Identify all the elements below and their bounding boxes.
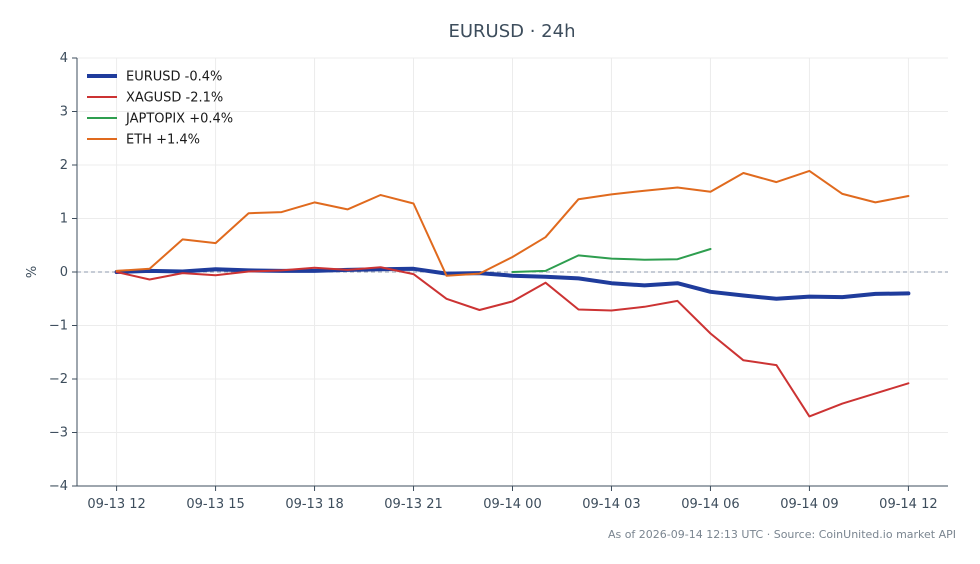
x-tick-label: 09-14 00: [483, 497, 541, 512]
series-line-1: [115, 266, 910, 418]
x-tick-label: 09-14 06: [681, 497, 739, 512]
series-group: [114, 169, 911, 418]
y-tick-label: 4: [60, 51, 68, 66]
legend-label-3: ETH +1.4%: [126, 133, 200, 148]
y-tick-label: −4: [49, 479, 68, 494]
x-tick-label: 09-14 03: [582, 497, 640, 512]
y-tick-label: −2: [49, 372, 68, 387]
legend-label-2: JAPTOPIX +0.4%: [125, 112, 233, 127]
y-axis-ticks: 4 3 2 1 0 −1 −2 −3 −4: [49, 51, 77, 494]
x-tick-label: 09-13 21: [384, 497, 442, 512]
x-tick-label: 09-14 12: [879, 497, 937, 512]
series-line-0: [114, 266, 911, 301]
legend-label-1: XAGUSD -2.1%: [126, 91, 223, 106]
series-line-3: [115, 169, 910, 277]
series-line-2: [511, 248, 712, 273]
legend: EURUSD -0.4% XAGUSD -2.1% JAPTOPIX +0.4% ET…: [87, 70, 233, 148]
y-axis-label: %: [25, 266, 40, 278]
x-tick-label: 09-13 18: [285, 497, 343, 512]
y-tick-label: 1: [60, 212, 68, 227]
x-tick-label: 09-14 09: [780, 497, 838, 512]
y-tick-label: 3: [60, 105, 68, 120]
y-tick-label: 0: [60, 265, 68, 280]
x-tick-label: 09-13 12: [87, 497, 145, 512]
y-tick-label: 2: [60, 158, 68, 173]
x-axis-ticks: 09-13 12 09-13 15 09-13 18 09-13 21 09-14 00…: [87, 486, 938, 512]
chart-title: EURUSD · 24h: [449, 21, 576, 42]
x-tick-label: 09-13 15: [186, 497, 244, 512]
y-tick-label: −1: [49, 319, 68, 334]
footer-source-note: As of 2026-09-14 12:13 UTC · Source: Coi…: [608, 528, 956, 541]
y-tick-label: −3: [49, 426, 68, 441]
legend-label-0: EURUSD -0.4%: [126, 70, 222, 85]
